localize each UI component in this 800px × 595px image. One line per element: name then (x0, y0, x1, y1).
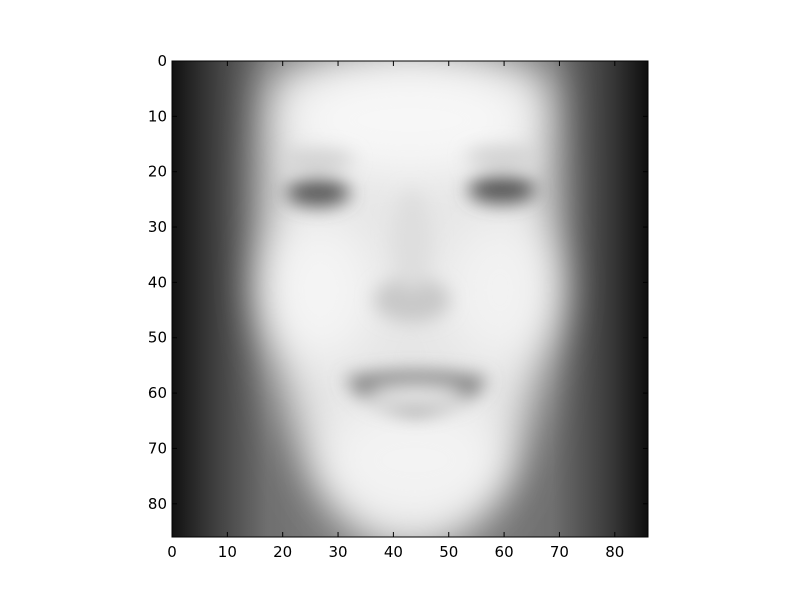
y-tick-label: 80 (148, 495, 167, 513)
nose-bridge (392, 190, 432, 290)
x-tick-label: 40 (384, 543, 403, 561)
x-tick-label: 50 (439, 543, 458, 561)
x-tick-label: 70 (550, 543, 569, 561)
y-tick-label: 70 (148, 439, 167, 457)
face-highlights (265, 65, 555, 520)
heatmap-image (172, 61, 648, 537)
y-tick-label: 40 (148, 273, 167, 291)
facial-features (282, 147, 538, 415)
y-axis: 0 10 20 30 40 50 60 70 80 (148, 52, 648, 513)
left-brow (282, 150, 354, 170)
right-eye (468, 176, 536, 204)
x-tick-label: 10 (218, 543, 237, 561)
x-axis: 0 10 20 30 40 50 60 70 80 (167, 61, 624, 561)
x-tick-label: 20 (273, 543, 292, 561)
y-tick-label: 50 (148, 329, 167, 347)
y-tick-label: 60 (148, 384, 167, 402)
x-tick-label: 0 (167, 543, 177, 561)
y-tick-label: 10 (148, 107, 167, 125)
teeth (368, 386, 464, 406)
y-tick-label: 0 (157, 52, 167, 70)
x-tick-label: 80 (605, 543, 624, 561)
left-eye (286, 179, 350, 207)
x-tick-label: 60 (495, 543, 514, 561)
y-tick-label: 30 (148, 218, 167, 236)
y-tick-label: 20 (148, 163, 167, 181)
nose-shadow (374, 278, 450, 322)
right-brow (466, 147, 538, 167)
plot-frame (171, 60, 649, 538)
x-tick-label: 30 (328, 543, 347, 561)
